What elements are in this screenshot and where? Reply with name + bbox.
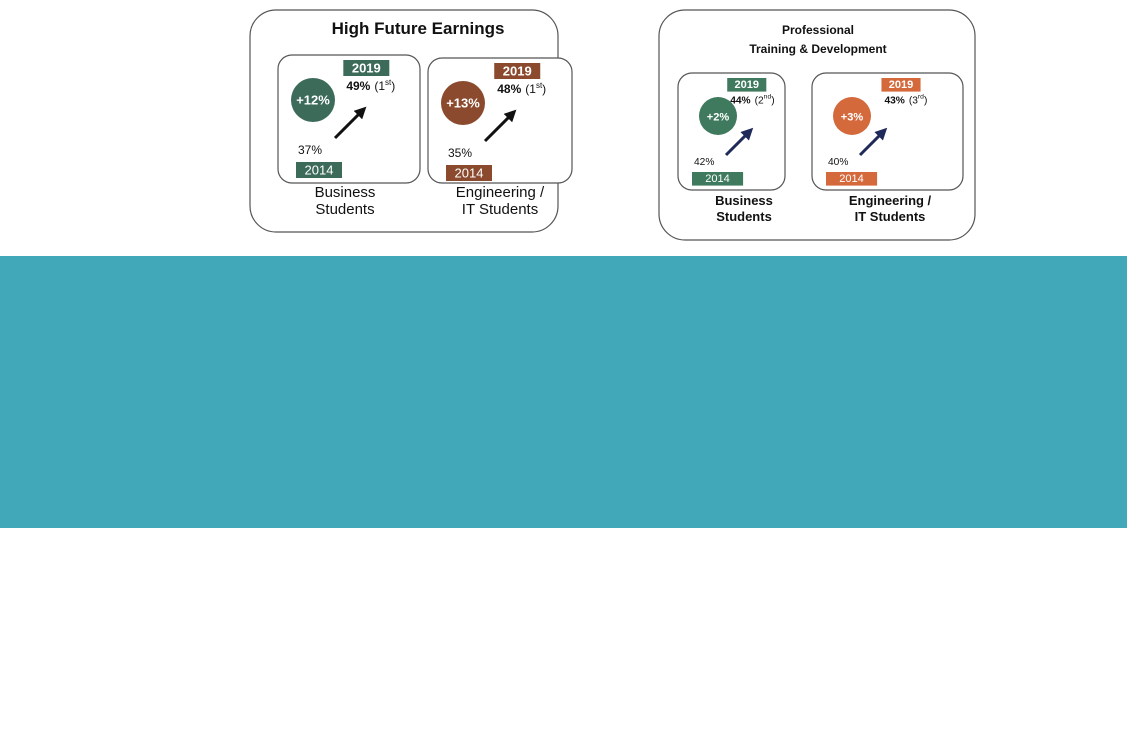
value-2019: 44% (2nd) xyxy=(730,94,774,107)
tag-2014 xyxy=(446,165,492,181)
change-circle xyxy=(291,78,335,122)
year-2014: 2014 xyxy=(839,173,864,185)
value-2014: 35% xyxy=(448,146,472,160)
arrow xyxy=(724,127,754,157)
arrow xyxy=(858,127,888,157)
value-2014: 37% xyxy=(298,143,322,157)
rank-close: ) xyxy=(391,79,395,93)
year-2019: 2019 xyxy=(503,64,532,79)
tag-2019 xyxy=(727,78,767,92)
tag-2014 xyxy=(296,162,342,178)
card-label: Students xyxy=(716,209,772,224)
value: 48% xyxy=(497,82,521,96)
tag-2019 xyxy=(881,78,921,92)
rank: (2 xyxy=(755,96,764,107)
rank-close: ) xyxy=(542,82,546,96)
change: +2% xyxy=(707,112,730,124)
value-2019: 43% (3rd) xyxy=(884,94,927,107)
value: 43% xyxy=(884,96,904,107)
value: 49% xyxy=(346,79,370,93)
rank: (1 xyxy=(525,82,536,96)
change: +3% xyxy=(841,112,864,124)
card-label: Engineering / xyxy=(456,184,545,201)
card-label: IT Students xyxy=(855,209,926,224)
rank-close: ) xyxy=(924,96,927,107)
tag-2014 xyxy=(692,172,744,186)
change-circle xyxy=(833,97,871,135)
bullet-list: We’ve all been told that the top drivers… xyxy=(82,540,1062,732)
rank: (3 xyxy=(909,96,918,107)
value-2019: 49% (1st) xyxy=(346,78,395,93)
change: +13% xyxy=(446,96,480,111)
rank-suffix: st xyxy=(385,78,392,87)
value-2014: 42% xyxy=(694,157,714,168)
value: 44% xyxy=(730,96,750,107)
tag-2019 xyxy=(343,60,390,76)
change-circle xyxy=(699,97,737,135)
value-2019: 48% (1st) xyxy=(497,81,546,96)
page: High Future Earnings 2019 49% (1st) +12% 37% 2… xyxy=(0,0,1127,528)
text-band: We’ve all been told that the top drivers… xyxy=(0,256,1127,720)
card xyxy=(677,72,786,191)
panel-title: Training & Development xyxy=(749,42,886,56)
panel-title: Professional xyxy=(782,23,854,37)
arrow xyxy=(483,109,517,143)
year-2014: 2014 xyxy=(705,173,730,185)
arrow xyxy=(333,106,367,140)
year-2019: 2019 xyxy=(889,79,914,91)
card-label: Students xyxy=(315,201,374,218)
change: +12% xyxy=(296,93,330,108)
rank-suffix: rd xyxy=(918,94,924,101)
change-circle xyxy=(441,81,485,125)
card-label: IT Students xyxy=(462,201,538,218)
year-2019: 2019 xyxy=(734,79,759,91)
year-2014: 2014 xyxy=(305,163,334,178)
card-label: Business xyxy=(315,184,376,201)
rank-suffix: nd xyxy=(764,94,772,101)
rank-suffix: st xyxy=(536,81,543,90)
tag-2019 xyxy=(494,63,541,79)
tag-2014 xyxy=(826,172,878,186)
rank-close: ) xyxy=(771,96,774,107)
year-2019: 2019 xyxy=(352,61,381,76)
rank: (1 xyxy=(374,79,385,93)
panel-title: High Future Earnings xyxy=(332,19,505,38)
card-label: Engineering / xyxy=(849,193,932,208)
year-2014: 2014 xyxy=(455,166,484,181)
card-label: Business xyxy=(715,193,773,208)
bullet: We’ve all been told that the top drivers… xyxy=(82,540,1062,598)
value-2014: 40% xyxy=(828,157,848,168)
bullet: Gen Z is different. Take the rapid tech … xyxy=(82,607,1062,723)
